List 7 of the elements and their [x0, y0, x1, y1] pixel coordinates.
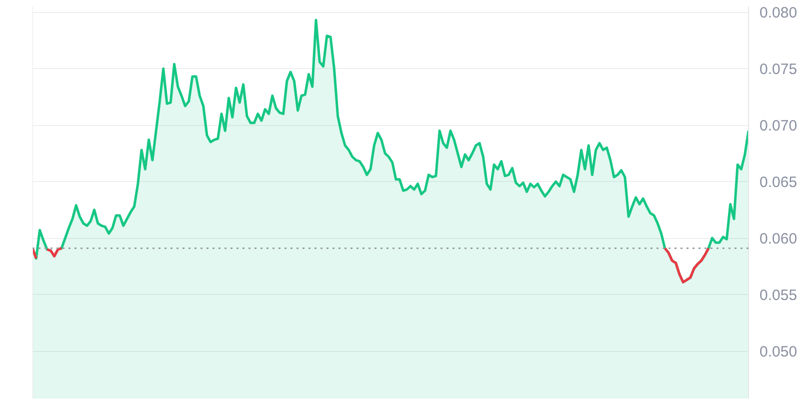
y-tick-label: 0.050 — [760, 344, 798, 361]
y-tick-label: 0.080 — [760, 4, 798, 22]
y-tick-label: 0.075 — [760, 61, 798, 78]
y-tick-label: 0.055 — [760, 287, 798, 304]
y-tick-label: 0.065 — [760, 174, 798, 192]
y-tick-label: 0.060 — [760, 230, 798, 248]
y-tick-label: 0.070 — [760, 118, 798, 135]
